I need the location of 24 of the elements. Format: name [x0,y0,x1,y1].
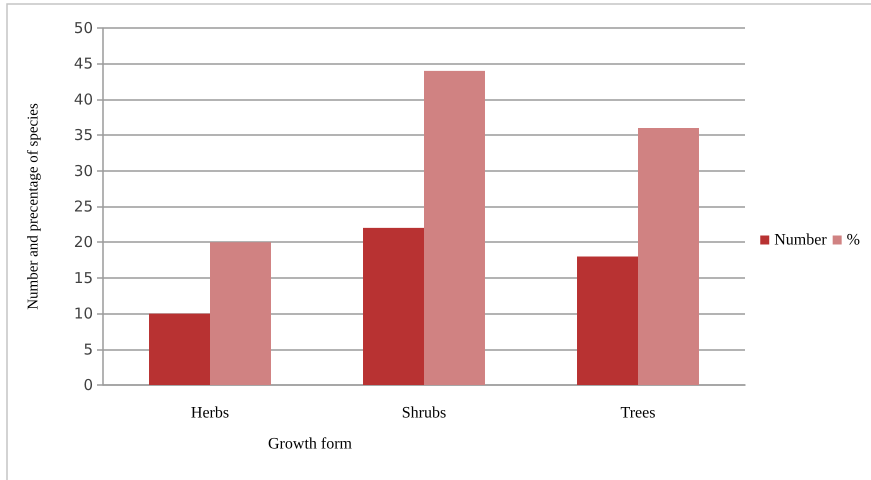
bar [210,242,271,385]
y-tick-label: 25 [74,198,93,216]
y-tick-label: 45 [74,54,93,73]
x-tick-label: Herbs [190,404,230,422]
bar [577,256,638,385]
legend-label: Number [774,232,828,248]
bar [363,228,424,385]
x-axis-title: Growth form [268,436,353,452]
x-tick-label: Shrubs [402,404,446,422]
y-tick-label: 50 [74,19,93,37]
x-tick-label: Trees [620,404,656,422]
y-tick-label: 40 [74,90,93,108]
bar [424,70,485,385]
y-tick-label: 20 [74,233,93,252]
y-tick-label: 15 [74,268,93,287]
y-tick-label: 30 [74,162,93,180]
y-tick-label: 35 [74,126,93,144]
y-tick-label: 0 [83,376,93,394]
bar [638,128,699,385]
legend-label: % [846,232,860,248]
bar [149,314,210,385]
y-axis-title: Number and precentage of species [26,103,42,310]
y-tick-label: 10 [74,304,93,323]
y-tick-label: 5 [83,340,93,358]
